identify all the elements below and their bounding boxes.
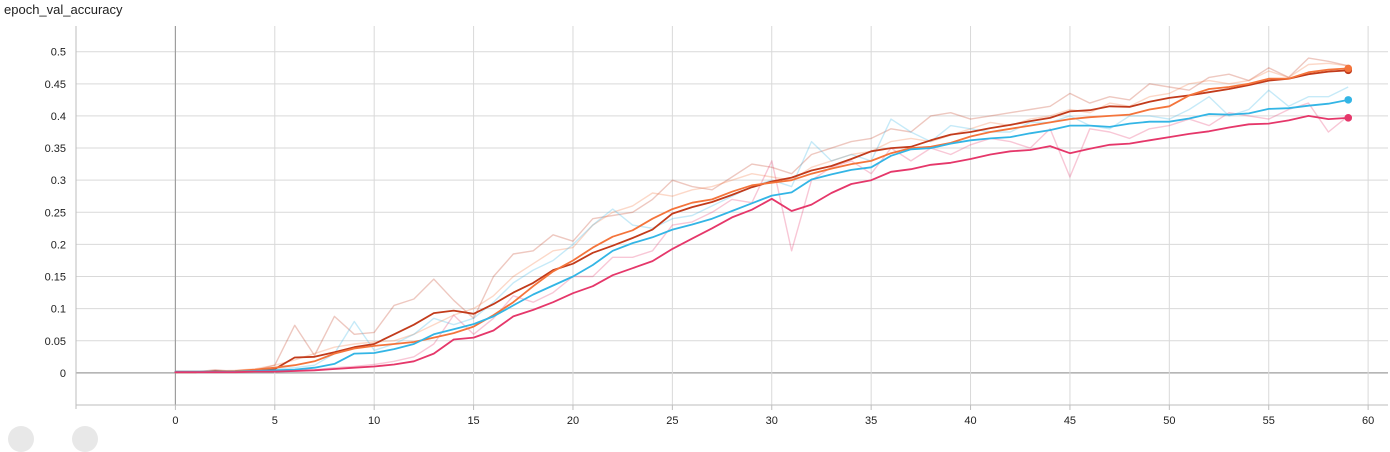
raw-series-line-0 (175, 57, 1349, 373)
smoothed-series-layer (174, 67, 1350, 374)
tick-labels: 0 0.05 0.1 0.15 0.2 0.25 0.3 0.35 0.4 0.45 0.5 0 5 10… (45, 47, 1375, 427)
x-tick-label: 55 (1263, 415, 1275, 427)
chart-control-button[interactable] (72, 426, 98, 452)
series-end-marker-2[interactable] (1344, 96, 1353, 104)
raw-series-line-1 (175, 62, 1349, 373)
series-line-2 (174, 99, 1350, 373)
y-tick-label: 0.45 (45, 79, 66, 91)
chart-control-button[interactable] (8, 426, 34, 452)
line-chart: 0 0.05 0.1 0.15 0.2 0.25 0.3 0.35 0.4 0.45 0.5 0 5 10… (45, 26, 1388, 427)
chart-title: epoch_val_accuracy (4, 2, 123, 17)
x-tick-label: 40 (964, 415, 976, 427)
y-tick-label: 0.5 (51, 47, 66, 59)
x-tick-label: 30 (766, 415, 778, 427)
x-tick-label: 50 (1163, 415, 1175, 427)
y-tick-label: 0.4 (51, 111, 66, 123)
y-tick-label: 0.15 (45, 272, 66, 284)
y-tick-label: 0.25 (45, 207, 66, 219)
x-tick-label: 10 (368, 415, 380, 427)
y-tick-label: 0.05 (45, 336, 66, 348)
y-tick-label: 0.3 (51, 175, 66, 187)
y-tick-label: 0 (60, 368, 66, 380)
y-tick-label: 0.2 (51, 239, 66, 251)
x-tick-label: 20 (567, 415, 579, 427)
series-end-marker-3[interactable] (1344, 114, 1353, 122)
x-tick-label: 15 (467, 415, 479, 427)
y-tick-label: 0.1 (51, 304, 66, 316)
end-markers (1344, 64, 1353, 122)
x-tick-label: 35 (865, 415, 877, 427)
series-end-marker-1[interactable] (1344, 64, 1353, 73)
raw-series-line-3 (175, 102, 1349, 373)
grid (75, 26, 1388, 410)
raw-series-line-2 (175, 86, 1349, 373)
x-tick-label: 25 (666, 415, 678, 427)
series-line-1 (174, 67, 1350, 373)
x-tick-label: 45 (1064, 415, 1076, 427)
series-line-3 (174, 115, 1350, 374)
y-tick-label: 0.35 (45, 143, 66, 155)
x-tick-label: 5 (272, 415, 278, 427)
x-tick-label: 0 (172, 415, 178, 427)
x-tick-label: 60 (1362, 415, 1374, 427)
